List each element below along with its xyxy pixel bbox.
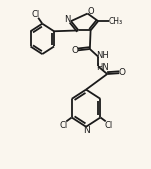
Text: O: O xyxy=(119,68,125,77)
Text: Cl: Cl xyxy=(105,121,113,130)
Text: Cl: Cl xyxy=(59,121,67,130)
Text: N: N xyxy=(83,126,89,136)
Text: Cl: Cl xyxy=(32,9,40,19)
Text: NH: NH xyxy=(96,51,109,60)
Text: N: N xyxy=(64,15,70,24)
Text: CH₃: CH₃ xyxy=(109,17,123,26)
Text: O: O xyxy=(87,7,94,16)
Text: O: O xyxy=(72,46,79,55)
Text: HN: HN xyxy=(96,63,109,72)
